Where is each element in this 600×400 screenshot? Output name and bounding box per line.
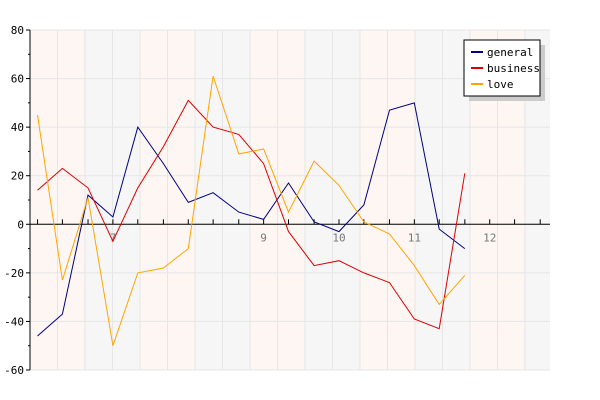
series-line-business (37, 99, 466, 330)
y-tick-label: -60 (4, 364, 24, 377)
y-tick-label: 80 (11, 24, 24, 37)
x-axis-ticks: 7 9 10 11 12 (37, 219, 541, 244)
y-tick-label: 40 (11, 121, 24, 134)
series-line-love (37, 75, 466, 346)
y-axis-ticks: -60 -40 -20 0 20 40 60 80 (4, 24, 30, 377)
x-tick-label: 12 (483, 231, 496, 244)
x-tick-label: 9 (260, 231, 267, 244)
legend-label-love: love (487, 78, 514, 91)
y-tick-label: -40 (4, 315, 24, 328)
series-lines (37, 75, 466, 346)
x-tick-label: 10 (332, 231, 345, 244)
legend: general business love (463, 39, 545, 101)
legend-label-business: business (487, 62, 540, 75)
y-tick-label: 0 (17, 218, 24, 231)
y-tick-label: 60 (11, 73, 24, 86)
x-tick-label: 11 (408, 231, 421, 244)
series-line-general (37, 102, 466, 337)
y-tick-label: -20 (4, 267, 24, 280)
x-tick-label: 7 (110, 231, 117, 244)
y-tick-label: 20 (11, 170, 24, 183)
legend-label-general: general (487, 46, 533, 59)
